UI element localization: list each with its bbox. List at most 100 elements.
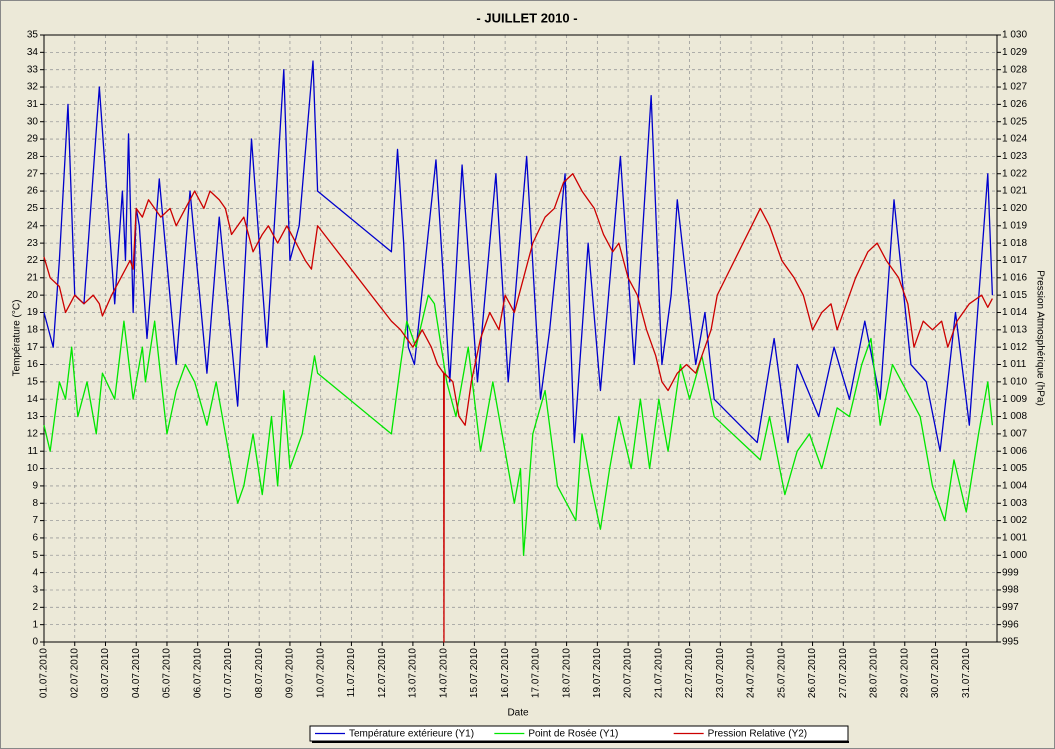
y2-tick-label: 1 001 [1002, 533, 1027, 544]
y2-tick-label: 1 030 [1002, 30, 1027, 41]
y-tick-label: 30 [27, 116, 39, 127]
y-tick-label: 14 [27, 394, 39, 405]
y-tick-label: 25 [27, 203, 39, 214]
y-tick-label: 4 [32, 567, 38, 578]
x-tick-label: 30.07.2010 [930, 648, 941, 698]
legend-label: Pression Relative (Y2) [708, 729, 807, 740]
y-tick-label: 31 [27, 99, 39, 110]
y-tick-label: 5 [32, 550, 38, 561]
y2-tick-label: 1 021 [1002, 186, 1027, 197]
y-tick-label: 29 [27, 134, 39, 145]
y2-tick-label: 1 000 [1002, 550, 1027, 561]
y2-tick-label: 1 012 [1002, 342, 1027, 353]
x-tick-label: 24.07.2010 [746, 648, 757, 698]
x-tick-label: 18.07.2010 [561, 648, 572, 698]
y-tick-label: 9 [32, 481, 38, 492]
y-tick-label: 3 [32, 585, 38, 596]
y2-tick-label: 1 009 [1002, 394, 1027, 405]
chart-title: - JUILLET 2010 - [476, 10, 577, 25]
x-tick-label: 14.07.2010 [438, 648, 449, 698]
y-tick-label: 28 [27, 151, 39, 162]
y2-tick-label: 1 017 [1002, 255, 1027, 266]
x-tick-label: 16.07.2010 [500, 648, 511, 698]
y2-tick-label: 1 014 [1002, 307, 1027, 318]
y2-tick-label: 1 025 [1002, 116, 1027, 127]
legend-label: Température extérieure (Y1) [349, 729, 474, 740]
y-tick-label: 15 [27, 376, 39, 387]
y-tick-label: 27 [27, 168, 39, 179]
y2-tick-label: 1 028 [1002, 64, 1027, 75]
y-tick-label: 21 [27, 272, 39, 283]
y2-tick-label: 1 006 [1002, 446, 1027, 457]
y2-tick-label: 1 020 [1002, 203, 1027, 214]
y-tick-label: 6 [32, 533, 38, 544]
y2-tick-label: 995 [1002, 637, 1019, 648]
x-tick-label: 05.07.2010 [162, 648, 173, 698]
x-tick-label: 17.07.2010 [531, 648, 542, 698]
y2-tick-label: 999 [1002, 567, 1019, 578]
y2-tick-label: 1 027 [1002, 82, 1027, 93]
x-tick-label: 09.07.2010 [285, 648, 296, 698]
x-tick-label: 11.07.2010 [346, 648, 357, 698]
y2-axis-label: Pression Atmosphérique (hPa) [1034, 270, 1045, 406]
y2-tick-label: 1 018 [1002, 238, 1027, 249]
y-tick-label: 18 [27, 324, 39, 335]
x-axis-label: Date [507, 708, 529, 719]
y-tick-label: 11 [28, 446, 39, 457]
y2-tick-label: 1 016 [1002, 272, 1027, 283]
x-tick-label: 08.07.2010 [254, 648, 265, 698]
x-tick-label: 27.07.2010 [838, 648, 849, 698]
x-tick-label: 03.07.2010 [100, 648, 111, 698]
series-line [43, 173, 993, 643]
x-tick-label: 26.07.2010 [807, 648, 818, 698]
x-tick-label: 04.07.2010 [131, 648, 142, 698]
y2-tick-label: 1 005 [1002, 463, 1027, 474]
y-tick-label: 7 [32, 515, 38, 526]
x-tick-label: 23.07.2010 [715, 648, 726, 698]
x-tick-label: 20.07.2010 [623, 648, 634, 698]
x-tick-label: 28.07.2010 [869, 648, 880, 698]
y2-tick-label: 1 003 [1002, 498, 1027, 509]
y2-tick-label: 997 [1002, 602, 1019, 613]
x-tick-label: 10.07.2010 [315, 648, 326, 698]
y-tick-label: 16 [27, 359, 39, 370]
y-tick-label: 2 [32, 602, 38, 613]
y-tick-label: 10 [27, 463, 39, 474]
x-tick-label: 21.07.2010 [653, 648, 664, 698]
y2-tick-label: 1 022 [1002, 168, 1027, 179]
y2-tick-label: 1 024 [1002, 134, 1027, 145]
x-tick-label: 07.07.2010 [223, 648, 234, 698]
y-tick-label: 8 [32, 498, 38, 509]
y2-tick-label: 1 002 [1002, 515, 1027, 526]
y-tick-label: 17 [27, 342, 39, 353]
x-tick-label: 13.07.2010 [408, 648, 419, 698]
y2-tick-label: 1 011 [1002, 359, 1027, 370]
y-tick-label: 22 [27, 255, 39, 266]
y2-tick-label: 1 015 [1002, 290, 1027, 301]
x-tick-label: 02.07.2010 [69, 648, 80, 698]
x-tick-label: 29.07.2010 [899, 648, 910, 698]
y2-tick-label: 1 013 [1002, 324, 1027, 335]
x-tick-label: 19.07.2010 [592, 648, 603, 698]
y2-tick-label: 996 [1002, 619, 1019, 630]
y-tick-label: 19 [27, 307, 39, 318]
y-tick-label: 0 [32, 637, 38, 648]
plot-frame [43, 34, 998, 643]
y2-tick-label: 1 010 [1002, 376, 1027, 387]
x-tick-label: 12.07.2010 [377, 648, 388, 698]
y2-tick-label: 998 [1002, 585, 1019, 596]
x-tick-label: 25.07.2010 [776, 648, 787, 698]
y-axis-label: Température (°C) [12, 300, 23, 377]
y2-tick-label: 1 008 [1002, 411, 1027, 422]
y-tick-label: 20 [27, 290, 39, 301]
y-tick-label: 1 [32, 619, 38, 630]
y-tick-label: 32 [27, 82, 39, 93]
x-tick-label: 15.07.2010 [469, 648, 480, 698]
x-tick-label: 31.07.2010 [961, 648, 972, 698]
y2-tick-label: 1 007 [1002, 429, 1027, 440]
y-tick-label: 13 [27, 411, 39, 422]
y-tick-label: 33 [27, 64, 39, 75]
y2-tick-label: 1 023 [1002, 151, 1027, 162]
x-tick-label: 22.07.2010 [684, 648, 695, 698]
